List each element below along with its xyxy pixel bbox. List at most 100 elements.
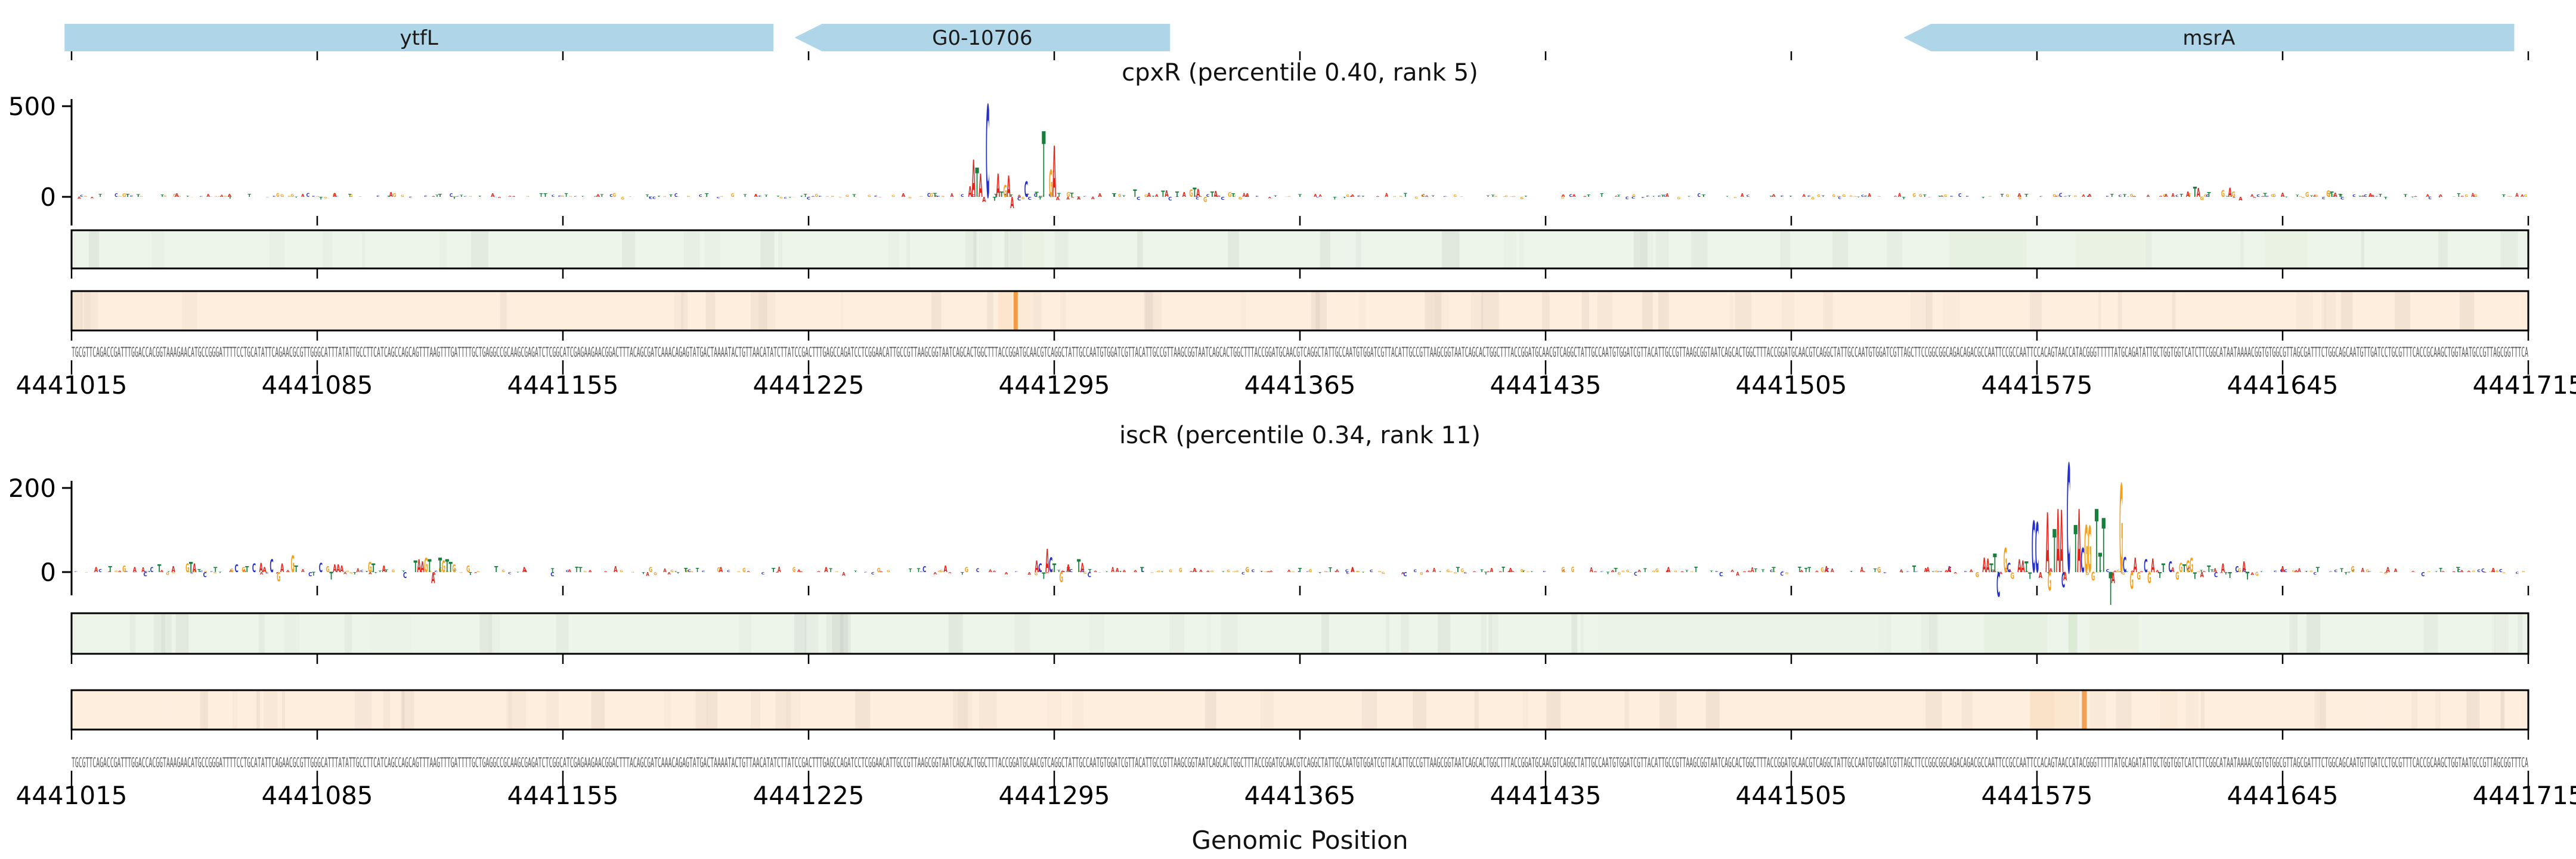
svg-text:G: G (1382, 572, 1385, 574)
svg-text:T: T (1902, 196, 1906, 200)
svg-text:T: T (2074, 513, 2077, 588)
svg-text:G: G (1324, 571, 1327, 573)
svg-text:T: T (852, 193, 856, 197)
svg-text:G: G (1309, 568, 1312, 573)
svg-text:C: C (972, 194, 976, 198)
svg-text:G: G (460, 572, 463, 573)
svg-text:G: G (1356, 571, 1360, 573)
svg-text:T: T (2222, 196, 2225, 197)
svg-text:C: C (1906, 571, 1909, 573)
svg-text:C: C (976, 567, 980, 573)
svg-text:G: G (2231, 190, 2235, 199)
svg-text:G: G (1561, 197, 1565, 199)
svg-text:T: T (126, 193, 130, 197)
svg-text:G: G (717, 567, 720, 574)
svg-text:G: G (908, 197, 912, 199)
svg-text:A: A (280, 562, 284, 575)
svg-text:A: A (1182, 191, 1187, 199)
svg-text:G: G (1944, 194, 1948, 198)
svg-text:C: C (2004, 567, 2008, 574)
svg-text:G: G (2238, 567, 2241, 573)
svg-text:T: T (648, 197, 652, 199)
svg-text:T: T (1231, 193, 1235, 198)
svg-text:C: C (674, 193, 678, 198)
svg-text:A: A (229, 570, 233, 573)
svg-text:A: A (2368, 193, 2373, 198)
svg-text:T: T (1702, 194, 1706, 197)
svg-text:A: A (2049, 567, 2053, 573)
svg-text:A: A (596, 193, 600, 197)
svg-text:T: T (1789, 196, 1793, 197)
svg-text:C: C (2206, 194, 2209, 197)
svg-text:T: T (1246, 196, 1249, 197)
svg-text:T: T (1210, 190, 1215, 199)
svg-text:T: T (329, 571, 333, 583)
svg-text:G: G (2326, 189, 2330, 199)
svg-text:G: G (2332, 193, 2334, 198)
svg-text:A: A (2200, 571, 2203, 579)
svg-text:G: G (2011, 570, 2014, 581)
svg-text:T: T (478, 196, 481, 197)
svg-text:G: G (2179, 560, 2182, 575)
green-strip-cpxr-band (1949, 231, 2027, 268)
svg-text:T: T (1530, 571, 1534, 573)
svg-text:A: A (389, 191, 393, 199)
svg-text:A: A (2521, 194, 2524, 198)
svg-text:G: G (704, 196, 708, 197)
svg-text:T: T (2435, 571, 2438, 573)
svg-text:G: G (2255, 571, 2258, 577)
svg-text:A: A (1123, 570, 1126, 573)
svg-text:C: C (1861, 195, 1865, 198)
svg-text:A: A (1246, 193, 1250, 198)
svg-text:G: G (2271, 193, 2274, 198)
svg-text:A: A (512, 196, 515, 197)
svg-text:A: A (1045, 543, 1049, 580)
svg-text:A: A (1287, 570, 1291, 573)
svg-text:A: A (1194, 196, 1198, 197)
svg-text:A: A (2281, 565, 2285, 574)
svg-text:C: C (2516, 572, 2519, 575)
svg-text:T: T (460, 194, 463, 197)
svg-text:T: T (1318, 572, 1323, 574)
svg-text:C: C (594, 196, 597, 197)
svg-text:T: T (379, 570, 383, 573)
svg-text:G: G (1571, 566, 1574, 574)
svg-text:T: T (804, 193, 807, 197)
svg-text:C: C (819, 196, 822, 197)
svg-text:A: A (1351, 194, 1355, 198)
svg-text:C: C (864, 572, 868, 573)
gene-arrow-msra (1903, 24, 2515, 51)
svg-text:A: A (1098, 572, 1102, 573)
svg-text:G: G (965, 567, 968, 574)
svg-text:T: T (2328, 192, 2332, 198)
svg-text:T: T (2225, 196, 2229, 197)
svg-text:G: G (392, 569, 395, 573)
svg-text:A: A (2077, 493, 2080, 593)
svg-text:C: C (2106, 196, 2109, 197)
svg-text:A: A (971, 151, 975, 210)
orange-strip-iscr-band (2082, 691, 2087, 729)
svg-text:G: G (2474, 194, 2478, 198)
svg-text:T: T (2351, 570, 2355, 573)
svg-text:G: G (1233, 194, 1236, 198)
svg-text:G: G (1720, 572, 1723, 573)
x-tick-label: 4441015 (16, 370, 127, 400)
svg-text:G: G (2052, 194, 2057, 198)
svg-text:G: G (2496, 570, 2499, 573)
svg-text:T: T (2368, 196, 2372, 197)
svg-text:G: G (1189, 189, 1193, 200)
svg-text:T: T (2158, 570, 2162, 580)
svg-text:T: T (137, 194, 141, 198)
orange-strip-ticks-cpxr (70, 330, 2529, 341)
svg-text:G: G (1877, 567, 1881, 574)
svg-text:G: G (1989, 196, 1992, 197)
svg-text:A: A (2411, 571, 2416, 573)
green-strip-iscr-band (1598, 614, 1880, 653)
svg-text:T: T (2028, 571, 2032, 582)
svg-text:A: A (1066, 196, 1070, 201)
svg-text:G: G (1494, 196, 1497, 197)
svg-text:G: G (1169, 569, 1172, 573)
x-tick-label: 4441295 (998, 370, 1110, 400)
logo-glyphs-cpxr: G T T A A G A A G T A T ACT ACT A G T A A T A A C T A T G A A C C C T T T G… (122, 81, 2506, 227)
svg-text:A: A (2361, 195, 2365, 197)
